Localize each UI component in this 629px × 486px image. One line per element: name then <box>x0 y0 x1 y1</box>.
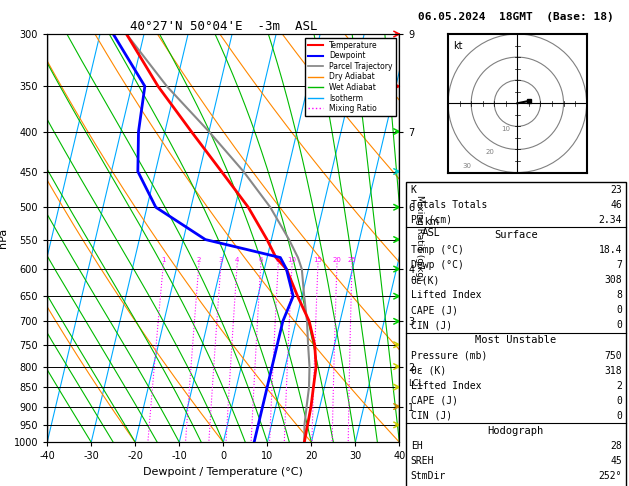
Text: Totals Totals: Totals Totals <box>411 200 487 210</box>
X-axis label: Dewpoint / Temperature (°C): Dewpoint / Temperature (°C) <box>143 467 303 477</box>
Text: 2: 2 <box>197 258 201 263</box>
Text: CAPE (J): CAPE (J) <box>411 396 458 406</box>
Text: Lifted Index: Lifted Index <box>411 381 481 391</box>
Text: LCL: LCL <box>408 379 423 388</box>
Text: Hodograph: Hodograph <box>487 426 544 436</box>
Text: 3: 3 <box>219 258 223 263</box>
Text: K: K <box>411 185 416 195</box>
Text: θε (K): θε (K) <box>411 365 446 376</box>
Text: StmDir: StmDir <box>411 471 446 481</box>
Text: CIN (J): CIN (J) <box>411 411 452 421</box>
Text: kt: kt <box>453 41 462 51</box>
Y-axis label: km
ASL: km ASL <box>422 217 440 238</box>
Text: CAPE (J): CAPE (J) <box>411 305 458 315</box>
Text: 18.4: 18.4 <box>599 245 622 255</box>
Text: 23: 23 <box>610 185 622 195</box>
Text: 8: 8 <box>616 290 622 300</box>
Text: 750: 750 <box>604 350 622 361</box>
Text: 1: 1 <box>161 258 165 263</box>
Text: SREH: SREH <box>411 456 434 466</box>
Text: 308: 308 <box>604 275 622 285</box>
Text: 46: 46 <box>610 200 622 210</box>
Text: 28: 28 <box>610 441 622 451</box>
Text: 318: 318 <box>604 365 622 376</box>
Text: Dewp (°C): Dewp (°C) <box>411 260 464 270</box>
Legend: Temperature, Dewpoint, Parcel Trajectory, Dry Adiabat, Wet Adiabat, Isotherm, Mi: Temperature, Dewpoint, Parcel Trajectory… <box>304 38 396 116</box>
Title: 40°27'N 50°04'E  -3m  ASL: 40°27'N 50°04'E -3m ASL <box>130 20 317 33</box>
Text: 4: 4 <box>235 258 240 263</box>
Text: 7: 7 <box>616 260 622 270</box>
Text: 2: 2 <box>616 381 622 391</box>
Text: 6: 6 <box>259 258 263 263</box>
Text: 15: 15 <box>314 258 323 263</box>
Text: Most Unstable: Most Unstable <box>475 335 557 346</box>
Text: Temp (°C): Temp (°C) <box>411 245 464 255</box>
Text: Surface: Surface <box>494 230 538 240</box>
Text: Lifted Index: Lifted Index <box>411 290 481 300</box>
Text: 20: 20 <box>485 149 494 155</box>
Text: PW (cm): PW (cm) <box>411 215 452 225</box>
Text: EH: EH <box>411 441 423 451</box>
Y-axis label: hPa: hPa <box>0 228 8 248</box>
Text: 0: 0 <box>616 396 622 406</box>
Text: Mixing Ratio (g/kg): Mixing Ratio (g/kg) <box>415 195 424 281</box>
Text: 10: 10 <box>287 258 297 263</box>
Text: 252°: 252° <box>599 471 622 481</box>
Text: CIN (J): CIN (J) <box>411 320 452 330</box>
Text: θε(K): θε(K) <box>411 275 440 285</box>
Text: 06.05.2024  18GMT  (Base: 18): 06.05.2024 18GMT (Base: 18) <box>418 12 614 22</box>
Text: 25: 25 <box>348 258 357 263</box>
Text: 20: 20 <box>333 258 342 263</box>
Text: 45: 45 <box>610 456 622 466</box>
Text: Pressure (mb): Pressure (mb) <box>411 350 487 361</box>
Text: 0: 0 <box>616 411 622 421</box>
Text: 10: 10 <box>501 126 510 132</box>
Text: 0: 0 <box>616 305 622 315</box>
Text: 8: 8 <box>276 258 281 263</box>
Text: 2.34: 2.34 <box>599 215 622 225</box>
Text: 0: 0 <box>616 320 622 330</box>
Text: 30: 30 <box>462 163 471 169</box>
